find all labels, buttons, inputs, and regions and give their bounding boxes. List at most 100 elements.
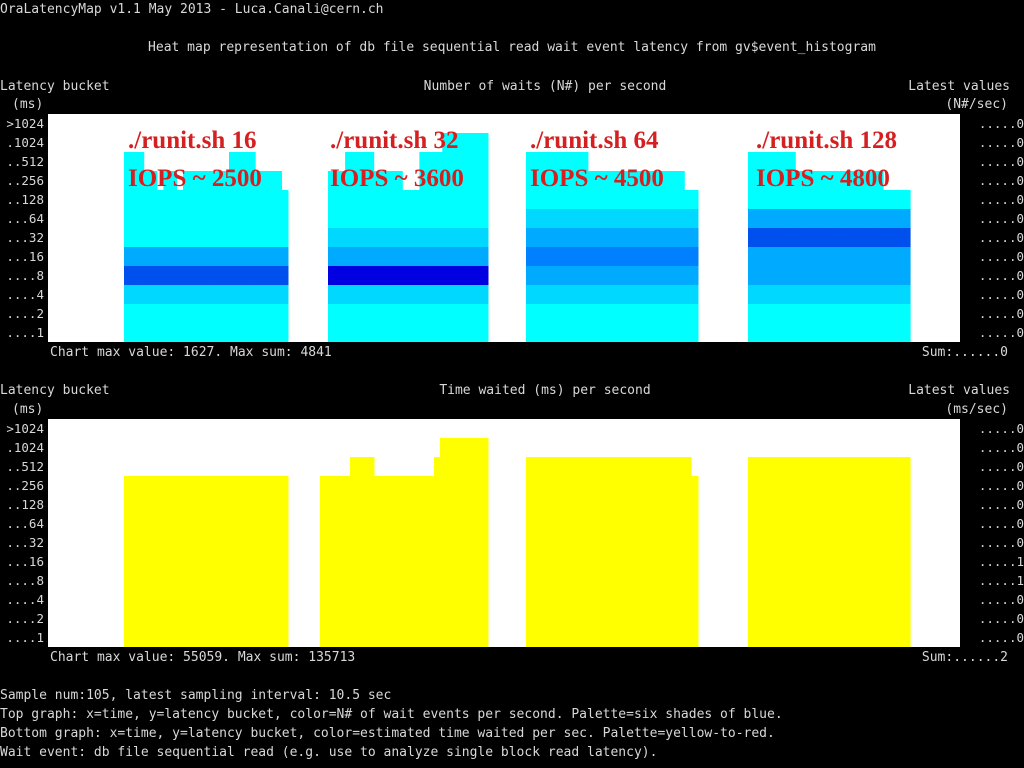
heatmap-cell bbox=[643, 514, 651, 534]
heatmap-cell bbox=[815, 457, 823, 477]
heatmap-cell bbox=[465, 152, 472, 172]
heatmap-cell bbox=[261, 304, 269, 324]
heatmap-cell bbox=[684, 304, 692, 324]
heatmap-cell bbox=[222, 590, 230, 610]
heatmap-cell bbox=[453, 190, 460, 210]
heatmap-cell bbox=[526, 152, 534, 172]
heatmap-cell bbox=[539, 247, 548, 267]
heatmap-cell bbox=[373, 304, 380, 324]
heatmap-cell bbox=[842, 266, 850, 286]
heatmap-cell bbox=[532, 533, 541, 553]
heatmap-cell bbox=[464, 590, 471, 610]
heatmap-cell bbox=[896, 571, 904, 591]
heatmap-cell bbox=[350, 533, 357, 553]
heatmap-cell bbox=[581, 533, 589, 553]
heatmap-cell bbox=[137, 609, 145, 629]
heatmap-cell bbox=[574, 590, 582, 610]
heatmap-cell bbox=[643, 190, 651, 210]
heatmap-cell bbox=[883, 552, 891, 572]
heatmap-cell bbox=[560, 590, 568, 610]
heatmap-cell bbox=[532, 228, 541, 248]
heatmap-cell bbox=[470, 133, 478, 153]
heatmap-cell bbox=[649, 457, 658, 477]
heatmap-cell bbox=[274, 228, 282, 248]
heatmap-cell bbox=[163, 171, 171, 191]
heatmap-cell bbox=[434, 609, 441, 629]
heatmap-cell bbox=[889, 285, 898, 305]
heatmap-cell bbox=[629, 228, 637, 248]
heatmap-cell bbox=[459, 266, 466, 286]
heatmap-cell bbox=[124, 247, 132, 267]
heatmap-cell bbox=[636, 285, 644, 305]
heatmap-cell bbox=[677, 285, 685, 305]
bucket-label: ....4 bbox=[6, 592, 44, 607]
heatmap-cell bbox=[539, 171, 548, 191]
heatmap-cell bbox=[615, 495, 623, 515]
heatmap-cell bbox=[242, 495, 250, 515]
heatmap-cell bbox=[458, 552, 465, 572]
heatmap-cell bbox=[338, 476, 345, 496]
heatmap-cell bbox=[222, 247, 230, 267]
heatmap-cell bbox=[235, 323, 243, 342]
heatmap-cell bbox=[255, 209, 263, 229]
heatmap-cell bbox=[822, 190, 830, 210]
heatmap-cell bbox=[526, 571, 534, 591]
heatmap-cell bbox=[345, 190, 352, 210]
heatmap-cell bbox=[781, 609, 790, 629]
heatmap-cell bbox=[124, 514, 132, 534]
heatmap-cell bbox=[368, 590, 375, 610]
heatmap-cell bbox=[754, 590, 763, 610]
heatmap-cell bbox=[255, 228, 263, 248]
heatmap-cell bbox=[849, 476, 857, 496]
heatmap-cell bbox=[235, 628, 243, 647]
heatmap-cell bbox=[328, 266, 335, 286]
heatmap-cell bbox=[691, 552, 699, 572]
heatmap-cell bbox=[476, 609, 483, 629]
heatmap-cell bbox=[398, 495, 405, 515]
heatmap-cell bbox=[470, 323, 478, 342]
heatmap-cell bbox=[482, 190, 489, 210]
heatmap-cell bbox=[748, 571, 756, 591]
heatmap-cell bbox=[869, 514, 877, 534]
heatmap-cell bbox=[587, 323, 596, 342]
heatmap-cell bbox=[876, 571, 884, 591]
heatmap-cell bbox=[775, 171, 783, 191]
heatmap-cell bbox=[567, 247, 575, 267]
heatmap-cell bbox=[526, 514, 534, 534]
heatmap-cell bbox=[601, 609, 610, 629]
heatmap-cell bbox=[896, 590, 904, 610]
heatmap-cell bbox=[137, 228, 145, 248]
heatmap-cell bbox=[532, 457, 541, 477]
heatmap-cell bbox=[362, 457, 369, 477]
heatmap-cell bbox=[574, 323, 582, 342]
heatmap-cell bbox=[889, 304, 898, 324]
heatmap-cell bbox=[808, 171, 817, 191]
heatmap-cell bbox=[684, 552, 692, 572]
heatmap-cell bbox=[176, 571, 184, 591]
heatmap-cell bbox=[345, 285, 352, 305]
heatmap-cell bbox=[209, 228, 217, 248]
heatmap-cell bbox=[829, 171, 837, 191]
heatmap-cell bbox=[183, 266, 191, 286]
heatmap-cell bbox=[215, 323, 223, 342]
heatmap-cell bbox=[362, 609, 369, 629]
bucket-label: ....1 bbox=[6, 630, 44, 645]
heatmap-cell bbox=[274, 609, 282, 629]
heatmap-cell bbox=[274, 590, 282, 610]
heatmap-cell bbox=[539, 228, 548, 248]
heatmap-cell bbox=[869, 285, 877, 305]
heatmap-cell bbox=[601, 495, 610, 515]
heatmap-cell bbox=[130, 171, 138, 191]
heatmap-cell bbox=[663, 228, 671, 248]
heatmap-cell bbox=[143, 266, 151, 286]
heatmap-cell bbox=[581, 495, 589, 515]
heatmap-cell bbox=[452, 609, 459, 629]
heatmap-cell bbox=[795, 190, 803, 210]
heatmap-cell bbox=[815, 323, 823, 342]
heatmap-cell bbox=[684, 533, 692, 553]
heatmap-cell bbox=[608, 552, 616, 572]
heatmap-cell bbox=[248, 590, 256, 610]
heatmap-cell bbox=[209, 552, 217, 572]
heatmap-cell bbox=[356, 304, 363, 324]
heatmap-cell bbox=[150, 590, 158, 610]
